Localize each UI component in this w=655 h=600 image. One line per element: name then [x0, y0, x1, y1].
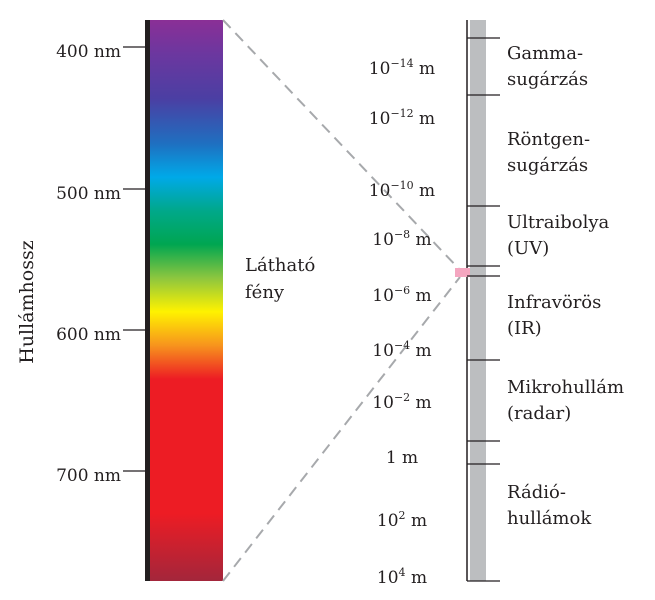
- band-label-uv: Ultraibolya: [507, 212, 610, 233]
- meter-tick-exponent: −6: [394, 284, 410, 297]
- wavelength-axis-title: Hullámhossz: [16, 240, 38, 364]
- nm-tick-label: 600 nm: [56, 325, 121, 345]
- meter-tick-label: 104 m: [377, 566, 427, 588]
- band-label-gamma: Gamma-: [507, 43, 583, 64]
- spectrum-scale-bar: [470, 20, 486, 581]
- band-labels: Gamma- sugárzás Röntgen- sugárzás Ultrai…: [507, 43, 624, 529]
- meter-tick-label: 1 m: [386, 448, 418, 468]
- meter-tick-base: 10: [369, 109, 391, 129]
- meter-tick-exponent: 2: [399, 509, 406, 522]
- meter-tick-unit: m: [414, 109, 436, 129]
- meter-tick-unit: m: [410, 393, 432, 413]
- nm-tick-label: 400 nm: [56, 42, 121, 62]
- meter-tick-label: 10−12 m: [369, 107, 435, 129]
- meter-tick-label: 10−4 m: [372, 339, 431, 361]
- meter-tick-base: 10: [372, 286, 394, 306]
- band-label-radio: hullámok: [507, 508, 592, 529]
- meter-tick-base: 10: [372, 341, 394, 361]
- meter-tick-unit: m: [406, 568, 428, 588]
- band-boundaries: [467, 37, 500, 582]
- nm-tick-label: 500 nm: [56, 184, 121, 204]
- visible-axis-line: [145, 20, 150, 581]
- meter-tick-exponent: 4: [399, 566, 406, 579]
- meter-tick-base: 10: [372, 230, 394, 250]
- meter-tick-label: 10−6 m: [372, 284, 431, 306]
- meter-tick-exponent: −12: [390, 107, 413, 120]
- meter-tick-exponent: −2: [394, 391, 410, 404]
- meter-tick-exponent: −8: [394, 228, 410, 241]
- meter-tick-exponent: −14: [390, 57, 413, 70]
- nm-scale: 400 nm 500 nm 600 nm 700 nm: [56, 42, 150, 486]
- meter-tick-unit: m: [406, 511, 428, 531]
- visible-band-marker: [455, 268, 470, 277]
- band-label-infrared: Infravörös: [507, 292, 601, 313]
- meter-tick-base: 10: [372, 393, 394, 413]
- meter-tick-base: 10: [377, 568, 399, 588]
- band-label-xray: sugárzás: [507, 155, 588, 176]
- meter-tick-unit: m: [410, 230, 432, 250]
- band-label-microwave: (radar): [507, 403, 571, 424]
- band-label-microwave: Mikrohullám: [507, 377, 624, 398]
- visible-light-label: fény: [245, 282, 285, 303]
- meter-tick-exponent: −10: [390, 179, 413, 192]
- band-label-gamma: sugárzás: [507, 69, 588, 90]
- zoom-connector-top: [222, 19, 461, 271]
- meter-tick-label: 10−2 m: [372, 391, 431, 413]
- visible-light-label: Látható: [245, 255, 315, 276]
- meter-tick-base: 10: [377, 511, 399, 531]
- visible-spectrum-bar: [150, 20, 223, 581]
- band-label-xray: Röntgen-: [507, 129, 590, 150]
- meter-tick-base: 10: [369, 59, 391, 79]
- meter-tick-label: 10−14 m: [369, 57, 435, 79]
- band-label-radio: Rádió-: [507, 482, 566, 503]
- band-label-uv: (UV): [507, 238, 549, 259]
- band-label-infrared: (IR): [507, 318, 542, 339]
- meter-tick-unit: m: [414, 181, 436, 201]
- meter-tick-unit: m: [414, 59, 436, 79]
- meter-tick-label: 10−8 m: [372, 228, 431, 250]
- zoom-connector-bottom: [222, 276, 461, 582]
- meter-tick-base: 10: [369, 181, 391, 201]
- nm-tick-label: 700 nm: [56, 466, 121, 486]
- meter-tick-unit: m: [410, 341, 432, 361]
- meter-tick-unit: m: [410, 286, 432, 306]
- meter-tick-exponent: −4: [394, 339, 410, 352]
- meter-tick-label: 102 m: [377, 509, 427, 531]
- meter-tick-label: 10−10 m: [369, 179, 435, 201]
- meter-scale: 10−14 m10−12 m10−10 m10−8 m10−6 m10−4 m1…: [369, 57, 435, 588]
